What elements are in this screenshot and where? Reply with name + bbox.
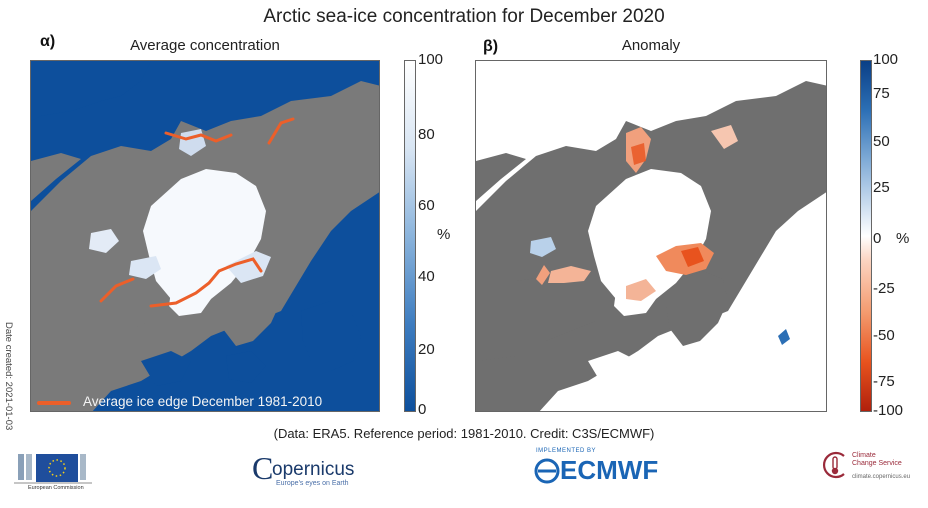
anomaly-tick: -25 (873, 280, 895, 297)
c3s-line1: Climate (852, 452, 876, 459)
figure-title: Arctic sea-ice concentration for Decembe… (263, 6, 665, 27)
copernicus-tagline: Europe's eyes on Earth (276, 480, 349, 487)
panel-b-letter: β) (483, 38, 499, 55)
anomaly-tick: 100 (873, 51, 899, 68)
anomaly-unit: % (896, 230, 910, 247)
anomaly-map (475, 60, 827, 412)
anomaly-colorbar-ticks: 100 75 50 25 0 -25 -50 -75 -100 (873, 52, 923, 422)
concentration-colorbar-ticks: 100 80 60 40 20 0 (418, 52, 458, 422)
copernicus-initial: C (252, 450, 274, 486)
concentration-tick: 20 (418, 341, 435, 358)
ecmwf-globe-icon (534, 458, 560, 484)
average-concentration-map-graphic (31, 61, 379, 411)
concentration-tick: 60 (418, 197, 435, 214)
ecmwf-logo: IMPLEMENTED BY ECMWF (530, 448, 680, 488)
panel-a-title: Average concentration (130, 37, 280, 54)
anomaly-map-graphic (476, 61, 826, 411)
anomaly-tick: 0 (873, 230, 882, 247)
ecmwf-implemented-by: IMPLEMENTED BY (536, 448, 597, 454)
european-commission-logo: European Commission (8, 450, 98, 496)
data-credit: (Data: ERA5. Reference period: 1981-2010… (273, 426, 655, 441)
ice-edge-legend-swatch (37, 401, 71, 405)
concentration-colorbar (404, 60, 416, 412)
copernicus-logo: C opernicus Europe's eyes on Earth (250, 448, 370, 492)
anomaly-tick: -75 (873, 373, 895, 390)
anomaly-tick: 50 (873, 133, 890, 150)
date-created-label: Date created: 2021-01-03 (3, 322, 14, 431)
ice-edge-legend-label: Average ice edge December 1981-2010 (83, 394, 323, 409)
anomaly-tick: -50 (873, 327, 895, 344)
anomaly-colorbar (860, 60, 872, 412)
concentration-tick: 80 (418, 126, 435, 143)
ec-logo-text: European Commission (28, 485, 84, 491)
ecmwf-word: ECMWF (560, 455, 659, 485)
c3s-line2: Change Service (852, 460, 902, 467)
concentration-tick: 40 (418, 268, 435, 285)
panel-b-title: Anomaly (621, 37, 681, 54)
average-concentration-map: Average ice edge December 1981-2010 (30, 60, 380, 412)
concentration-tick: 0 (418, 401, 427, 418)
european-commission-logo-graphic (14, 454, 92, 484)
c3s-url: climate.copernicus.eu (852, 474, 911, 480)
anomaly-tick: 25 (873, 179, 890, 196)
panel-a-letter: α) (40, 33, 56, 50)
copernicus-word: opernicus (272, 459, 355, 480)
concentration-unit: % (437, 226, 451, 243)
anomaly-tick: -100 (873, 402, 904, 419)
c3s-thermometer-icon (822, 451, 845, 479)
c3s-logo: Climate Change Service climate.copernicu… (820, 448, 924, 492)
concentration-tick: 100 (418, 51, 444, 68)
anomaly-tick: 75 (873, 85, 890, 102)
